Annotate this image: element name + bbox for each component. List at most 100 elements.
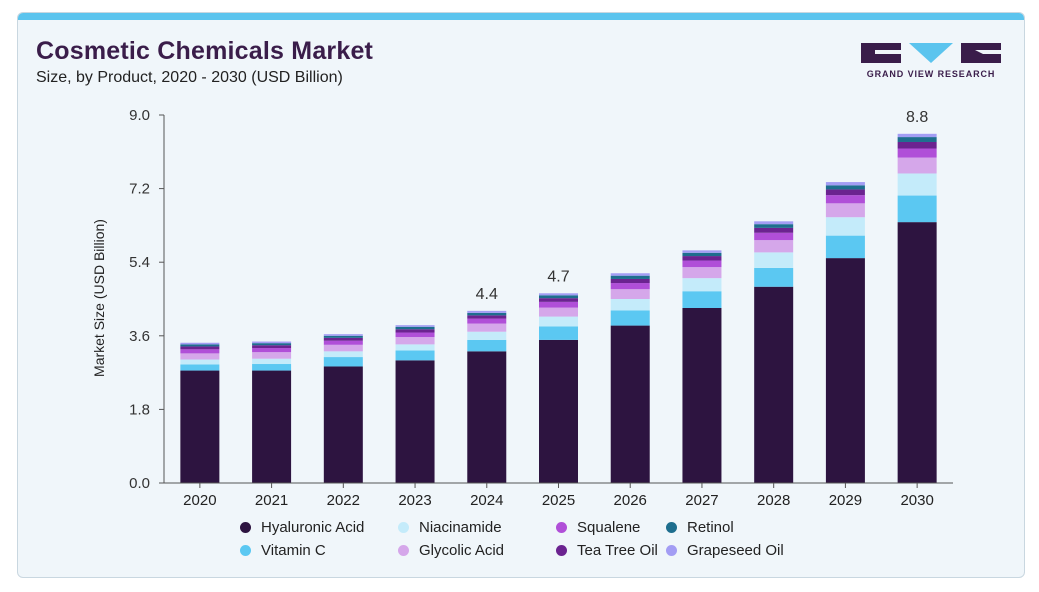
y-axis-title: Market Size (USD Billion) xyxy=(91,219,107,377)
legend-item-grapeseed-oil: Grapeseed Oil xyxy=(666,542,806,559)
bar-segment-retinol-2028 xyxy=(754,224,794,228)
bar-segment-retinol-2023 xyxy=(395,326,435,330)
legend-label: Niacinamide xyxy=(419,519,502,536)
bar-segment-glycolic-acid-2021 xyxy=(252,352,292,359)
legend-item-niacinamide: Niacinamide xyxy=(398,519,556,536)
bar-segment-glycolic-acid-2026 xyxy=(610,289,650,299)
chart-title: Cosmetic Chemicals Market xyxy=(36,37,374,65)
bar-segment-niacinamide-2025 xyxy=(539,316,578,327)
bar-segment-hyaluronic-acid-2027 xyxy=(682,307,722,483)
y-tick-label: 9.0 xyxy=(129,107,150,124)
x-axis: 2020 2021 2022 2023 2024 2025 2026 2027 2028 2029… xyxy=(164,482,953,509)
bar-segment-hyaluronic-acid-2023 xyxy=(395,360,435,483)
bar-segment-glycolic-acid-2022 xyxy=(323,344,363,352)
bar-segment-vitamin-c-2022 xyxy=(323,357,363,367)
bar-segment-squalene-2023 xyxy=(395,332,435,338)
bar-segment-squalene-2020 xyxy=(180,349,220,354)
bar-segment-squalene-2027 xyxy=(682,260,722,268)
bar-segment-grapeseed-oil-2020 xyxy=(180,342,220,345)
bar-segment-tea-tree-oil-2028 xyxy=(754,227,794,233)
bar-segment-niacinamide-2023 xyxy=(395,344,435,351)
bar-segment-glycolic-acid-2024 xyxy=(467,323,507,332)
legend-swatch xyxy=(240,545,251,556)
bar-segment-hyaluronic-acid-2026 xyxy=(610,325,650,483)
bar-segment-niacinamide-2030 xyxy=(897,173,937,196)
x-tick-label-2025: 2025 xyxy=(542,492,575,509)
bar-segment-niacinamide-2029 xyxy=(825,217,865,236)
x-tick-label-2023: 2023 xyxy=(398,492,431,509)
legend-label: Vitamin C xyxy=(261,542,326,559)
bar-segment-glycolic-acid-2025 xyxy=(539,307,578,317)
bar-segment-vitamin-c-2021 xyxy=(252,364,292,371)
bar-segment-hyaluronic-acid-2029 xyxy=(825,258,865,483)
bar-segment-hyaluronic-acid-2025 xyxy=(539,339,578,483)
bar-segment-niacinamide-2020 xyxy=(180,359,220,365)
y-tick-label: 3.6 xyxy=(129,328,150,345)
bar-segment-squalene-2030 xyxy=(897,148,937,158)
bar-segment-grapeseed-oil-2021 xyxy=(252,341,292,344)
bar-segment-vitamin-c-2023 xyxy=(395,350,435,361)
bars xyxy=(180,133,937,483)
bar-segment-vitamin-c-2027 xyxy=(682,291,722,308)
bar-segment-niacinamide-2024 xyxy=(467,331,507,340)
bar-segment-retinol-2029 xyxy=(825,185,865,190)
bar-segment-grapeseed-oil-2025 xyxy=(539,293,578,296)
bar-segment-vitamin-c-2030 xyxy=(897,195,937,223)
bar-segment-retinol-2025 xyxy=(539,295,578,299)
bar-segment-vitamin-c-2024 xyxy=(467,339,507,352)
bar-segment-hyaluronic-acid-2021 xyxy=(252,370,292,483)
y-tick-label: 7.2 xyxy=(129,181,150,198)
bar-segment-tea-tree-oil-2022 xyxy=(323,337,363,341)
bar-segment-squalene-2025 xyxy=(539,301,578,308)
bar-segment-niacinamide-2022 xyxy=(323,351,363,358)
y-tick-label: 5.4 xyxy=(129,254,150,271)
y-axis: 0.0 1.8 3.6 5.4 7.2 9.0 Market Size (USD Billi… xyxy=(91,107,165,492)
bar-segment-grapeseed-oil-2023 xyxy=(395,325,435,327)
logo-text: GRAND VIEW RESEARCH xyxy=(866,69,996,79)
bar-segment-niacinamide-2027 xyxy=(682,278,722,292)
legend-item-glycolic-acid: Glycolic Acid xyxy=(398,542,556,559)
bar-segment-tea-tree-oil-2029 xyxy=(825,189,865,196)
legend-item-tea-tree-oil: Tea Tree Oil xyxy=(556,542,666,559)
bar-segment-tea-tree-oil-2025 xyxy=(539,298,578,302)
bar-segment-tea-tree-oil-2027 xyxy=(682,256,722,261)
bar-segment-hyaluronic-acid-2030 xyxy=(897,222,937,483)
bar-segment-glycolic-acid-2023 xyxy=(395,337,435,345)
data-label-2025: 4.7 xyxy=(547,268,569,285)
y-tick-label: 0.0 xyxy=(129,475,150,492)
bar-segment-glycolic-acid-2027 xyxy=(682,267,722,279)
legend-label: Hyaluronic Acid xyxy=(261,519,365,536)
bar-segment-retinol-2021 xyxy=(252,343,292,346)
bar-segment-glycolic-acid-2030 xyxy=(897,157,937,174)
bar-segment-niacinamide-2021 xyxy=(252,358,292,365)
x-tick-label-2029: 2029 xyxy=(829,492,862,509)
bar-segment-retinol-2024 xyxy=(467,312,507,316)
accent-bar xyxy=(18,13,1024,20)
bar-segment-grapeseed-oil-2030 xyxy=(897,133,937,138)
bar-segment-grapeseed-oil-2022 xyxy=(323,334,363,336)
bar-segment-vitamin-c-2028 xyxy=(754,267,794,287)
chart-card: Cosmetic Chemicals Market Size, by Produ… xyxy=(17,12,1025,578)
bar-segment-grapeseed-oil-2024 xyxy=(467,310,507,313)
grand-view-research-logo xyxy=(861,43,1001,63)
legend-swatch xyxy=(556,522,567,533)
bar-segment-hyaluronic-acid-2020 xyxy=(180,370,220,483)
legend-item-squalene: Squalene xyxy=(556,519,666,536)
legend-label: Squalene xyxy=(577,519,641,536)
legend-swatch xyxy=(398,522,409,533)
bar-segment-glycolic-acid-2029 xyxy=(825,203,865,218)
bar-segment-grapeseed-oil-2027 xyxy=(682,250,722,253)
bar-segment-hyaluronic-acid-2028 xyxy=(754,286,794,483)
bar-segment-hyaluronic-acid-2024 xyxy=(467,351,507,483)
legend-swatch xyxy=(666,545,677,556)
bar-segment-tea-tree-oil-2026 xyxy=(610,278,650,284)
bar-segment-squalene-2022 xyxy=(323,340,363,345)
legend-label: Grapeseed Oil xyxy=(687,542,784,559)
bar-segment-retinol-2027 xyxy=(682,252,722,257)
data-label-2030: 8.8 xyxy=(906,109,928,126)
x-tick-label-2026: 2026 xyxy=(614,492,647,509)
bar-segment-niacinamide-2026 xyxy=(610,299,650,311)
bar-segment-tea-tree-oil-2021 xyxy=(252,345,292,349)
bar-segment-vitamin-c-2020 xyxy=(180,364,220,371)
stacked-bar-chart: 0.0 1.8 3.6 5.4 7.2 9.0 Market Size (USD Billi… xyxy=(91,107,953,509)
